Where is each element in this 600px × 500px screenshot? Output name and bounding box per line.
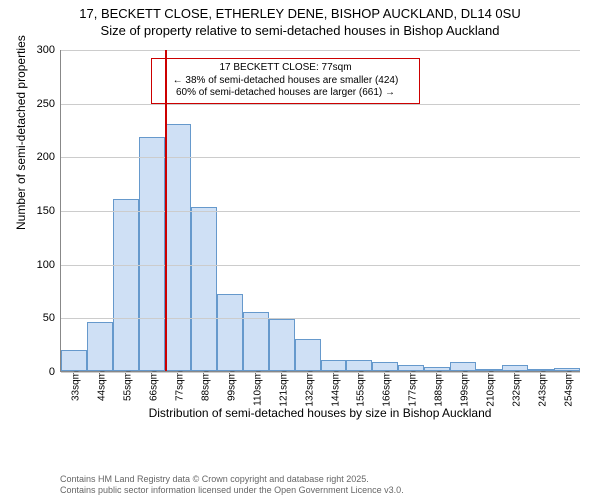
bar (61, 350, 87, 371)
footer-line-2: Contains public sector information licen… (60, 485, 404, 496)
ytick-label: 50 (15, 312, 61, 324)
xtick-label: 177sqm (404, 371, 419, 407)
bar (217, 294, 243, 371)
marker-line (165, 50, 167, 371)
xtick-label: 132sqm (300, 371, 315, 407)
xtick-label: 99sqm (222, 371, 237, 401)
xtick-label: 166sqm (378, 371, 393, 407)
ytick-label: 150 (15, 205, 61, 217)
xtick-label: 121sqm (274, 371, 289, 407)
ytick-label: 250 (15, 98, 61, 110)
bar (139, 137, 165, 371)
gridline (61, 104, 580, 105)
xtick-label: 144sqm (326, 371, 341, 407)
bar (295, 339, 321, 371)
annotation-line: 60% of semi-detached houses are larger (… (158, 87, 413, 100)
gridline (61, 372, 580, 373)
bar (243, 312, 269, 371)
bar (87, 322, 113, 371)
gridline (61, 50, 580, 51)
bar (450, 362, 476, 371)
footer-line-1: Contains HM Land Registry data © Crown c… (60, 474, 404, 485)
y-axis-label: Number of semi-detached properties (14, 35, 28, 230)
xtick-label: 210sqm (482, 371, 497, 407)
annotation-line: 17 BECKETT CLOSE: 77sqm (158, 62, 413, 75)
x-axis-label: Distribution of semi-detached houses by … (60, 406, 580, 420)
annotation-box: 17 BECKETT CLOSE: 77sqm← 38% of semi-det… (151, 58, 420, 104)
plot-region: 33sqm44sqm55sqm66sqm77sqm88sqm99sqm110sq… (60, 50, 580, 372)
chart-title-block: 17, BECKETT CLOSE, ETHERLEY DENE, BISHOP… (0, 0, 600, 40)
gridline (61, 157, 580, 158)
bar (165, 124, 191, 371)
bar (321, 360, 347, 371)
title-line-2: Size of property relative to semi-detach… (0, 23, 600, 40)
ytick-label: 300 (15, 44, 61, 56)
xtick-label: 254sqm (560, 371, 575, 407)
xtick-label: 110sqm (248, 371, 263, 406)
xtick-label: 77sqm (170, 371, 185, 401)
xtick-label: 243sqm (534, 371, 549, 407)
xtick-label: 232sqm (508, 371, 523, 407)
xtick-label: 33sqm (66, 371, 81, 401)
ytick-label: 100 (15, 259, 61, 271)
ytick-label: 200 (15, 151, 61, 163)
xtick-label: 55sqm (118, 371, 133, 401)
bar (346, 360, 372, 371)
xtick-label: 155sqm (352, 371, 367, 407)
xtick-label: 44sqm (92, 371, 107, 401)
ytick-label: 0 (15, 366, 61, 378)
bar (113, 199, 139, 371)
gridline (61, 318, 580, 319)
bar (191, 207, 217, 371)
xtick-label: 88sqm (196, 371, 211, 401)
xtick-label: 188sqm (430, 371, 445, 407)
gridline (61, 265, 580, 266)
title-line-1: 17, BECKETT CLOSE, ETHERLEY DENE, BISHOP… (0, 6, 600, 23)
bar (372, 362, 398, 371)
bar (269, 319, 295, 371)
xtick-label: 199sqm (456, 371, 471, 407)
footer-attribution: Contains HM Land Registry data © Crown c… (60, 474, 404, 496)
chart-area: 33sqm 44sqm 55sqm 66sqm 77sqm 88sqm 99sqm 110sq… (60, 50, 580, 420)
gridline (61, 211, 580, 212)
xtick-label: 66sqm (144, 371, 159, 401)
annotation-line: ← 38% of semi-detached houses are smalle… (158, 75, 413, 88)
